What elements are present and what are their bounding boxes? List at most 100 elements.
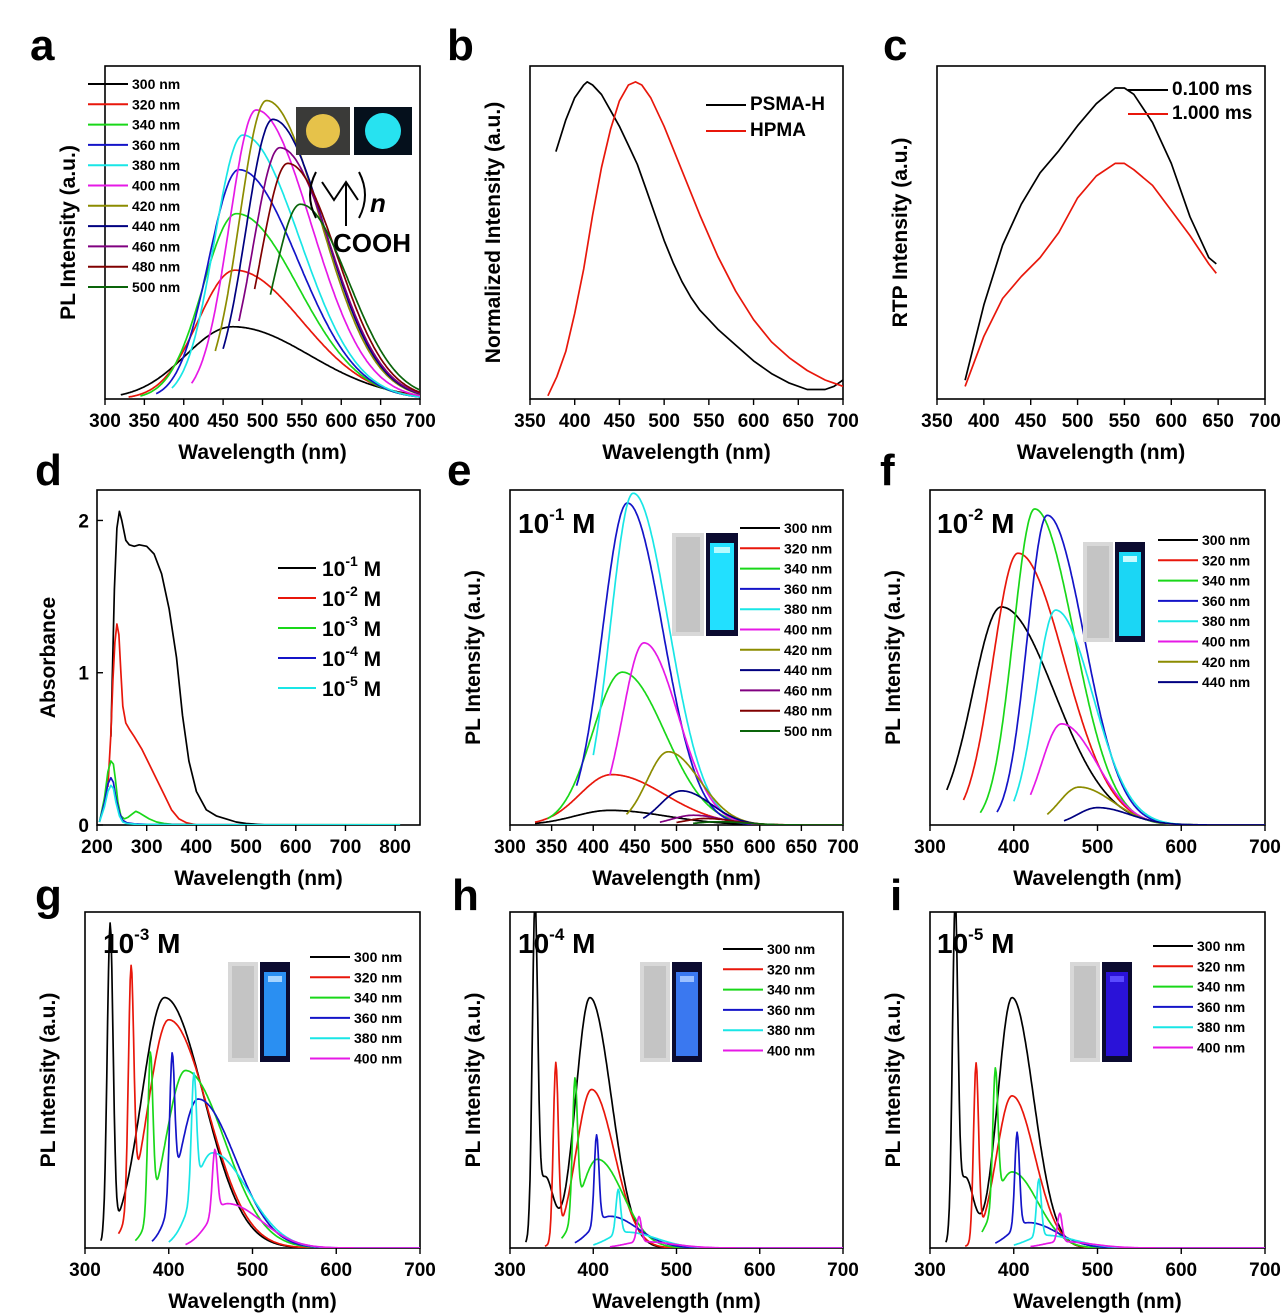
legend-label: 1.000 ms [1172,103,1252,124]
legend: 300 nm 320 nm 340 nm 360 nm 380 nm 400 nm 420 … [740,520,832,739]
x-tick-label: 650 [1202,411,1234,432]
series-line-320-nm [964,1061,1265,1248]
series-line-380-nm [168,1071,420,1248]
series-line-340-nm [547,671,843,825]
concentration-label: 10-2 M [937,505,1014,539]
x-tick-label: 500 [237,1260,269,1281]
series-line-380-nm [171,134,420,398]
x-tick-label: 650 [782,411,814,432]
legend: 300 nm 320 nm 340 nm 360 nm 380 nm 400 nm [310,949,402,1067]
x-tick-label: 600 [1155,411,1187,432]
x-tick-label: 500 [230,837,262,858]
panel-letter: d [35,446,62,495]
panel-letter: h [452,871,479,920]
cuvette-photo [640,962,702,1062]
legend-label: 380 nm [1197,1019,1245,1035]
cuvette-photo [228,962,290,1062]
legend-label: 460 nm [132,238,180,254]
concentration-label: 10-1 M [518,505,595,539]
series-line-10-1-m [110,510,267,825]
series-line-300-nm [945,912,1265,1248]
x-tick-label: 800 [379,837,411,858]
series-line-480-nm [253,162,420,394]
legend-label: 500 nm [784,723,832,739]
series-line-420-nm [625,750,843,825]
legend-label: 340 nm [132,117,180,133]
legend-label: 360 nm [784,581,832,597]
legend-label: 360 nm [354,1010,402,1026]
legend-label: 400 nm [784,622,832,638]
series-line-340-nm [560,1077,843,1248]
series-line-440-nm [1063,806,1265,825]
y-tick-label: 1 [78,664,89,685]
panel-b: b 350 400 450 500 550 600 650 700 Wavelength (nm)… [447,21,859,464]
carboxyl-label: COOH [333,228,411,258]
legend-label: 380 nm [784,601,832,617]
x-axis-title: Wavelength (nm) [1013,867,1181,890]
y-axis-title: PL Intensity (a.u.) [57,145,80,320]
legend-label: 340 nm [767,982,815,998]
x-tick-label: 450 [619,837,651,858]
panel-c: c 350 400 450 500 550 600 650 700 Wavelength (nm)… [883,21,1281,464]
x-axis-title: Wavelength (nm) [1017,441,1185,464]
legend-label: 340 nm [1202,573,1250,589]
series-line-400-nm [609,1215,843,1248]
legend: 10-1 M10-2 M10-3 M10-4 M10-5 M [278,553,381,701]
legend-label: 340 nm [1197,979,1245,995]
series-line-320-nm [534,773,843,825]
y-axis-title: Absorbance [37,597,60,718]
legend-label: 320 nm [784,540,832,556]
panel-letter: e [447,446,471,495]
y-axis-title: Normalized Intensity (a.u.) [482,102,505,363]
x-tick-label: 600 [320,1260,352,1281]
panel-letter: c [883,21,907,70]
x-tick-label: 400 [168,411,200,432]
x-tick-label: 450 [1015,411,1047,432]
x-tick-label: 550 [286,411,318,432]
legend-label: 360 nm [132,137,180,153]
legend-label: 400 nm [1197,1040,1245,1056]
legend-label: 460 nm [784,682,832,698]
series-line-400-nm [190,109,420,397]
series-line-0-100-ms [964,87,1217,381]
x-tick-label: 400 [153,1260,185,1281]
series-group [945,912,1265,1248]
x-tick-label: 400 [577,837,609,858]
series-line-300-nm [120,325,420,397]
legend-label: 300 nm [1202,532,1250,548]
series-line-10-4-m [98,776,401,825]
series-group [98,510,401,825]
series-line-360-nm [155,168,420,398]
legend-label: 440 nm [784,662,832,678]
series-line-300-nm [534,809,843,825]
x-axis-title: Wavelength (nm) [592,867,760,890]
series-group [964,87,1217,387]
legend-label: 500 nm [132,279,180,295]
x-tick-label: 500 [1082,837,1114,858]
x-tick-label: 400 [577,1260,609,1281]
concentration-label: 10-4 M [518,925,595,959]
legend-label: 400 nm [132,178,180,194]
panel-h: h 300 400 500 600 700 Wavelength (nm) PL Intens… [452,871,859,1313]
series-line-360-nm [994,1131,1265,1248]
series-line-psma-h [555,81,843,391]
legend-label: 10-4 M [322,643,381,671]
legend-label: 320 nm [1202,552,1250,568]
x-tick-label: 700 [827,837,859,858]
y-tick-label: 0 [78,816,89,837]
x-tick-label: 400 [968,411,1000,432]
legend-label: 480 nm [784,703,832,719]
x-tick-label: 700 [404,411,436,432]
legend-label: 400 nm [767,1043,815,1059]
series-line-10-5-m [98,784,401,825]
series-group [120,99,420,398]
x-tick-label: 700 [1249,1260,1281,1281]
cuvette-photo [1083,542,1145,642]
series-line-300-nm [100,922,420,1248]
series-line-360-nm [996,514,1265,825]
legend-label: 480 nm [132,259,180,275]
x-axis-title: Wavelength (nm) [1013,1290,1181,1313]
x-tick-label: 600 [744,1260,776,1281]
series-line-380-nm [1013,609,1265,825]
